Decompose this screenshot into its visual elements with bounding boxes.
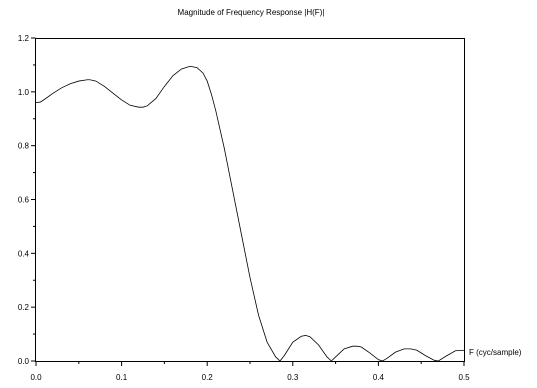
- y-tick-label: 0.6: [18, 196, 30, 205]
- x-tick-label: 0.0: [30, 373, 42, 382]
- y-tick-label: 0.8: [18, 142, 30, 151]
- x-tick-label: 0.1: [116, 373, 128, 382]
- y-axis: 0.0 0.2 0.4 0.6 0.8 1.0 1.2: [18, 34, 36, 366]
- x-axis: 0.0 0.1 0.2 0.3 0.4 0.5: [30, 361, 470, 382]
- chart-title: Magnitude of Frequency Response |H(F)|: [178, 8, 325, 17]
- y-tick-label: 1.2: [18, 34, 30, 43]
- x-tick-label: 0.3: [287, 373, 299, 382]
- plot-frame: [35, 38, 465, 362]
- x-tick-label: 0.5: [458, 373, 470, 382]
- series-line: [35, 65, 465, 362]
- x-axis-label: F (cyc/sample): [469, 348, 522, 357]
- y-tick-label: 1.0: [18, 88, 30, 97]
- y-tick-label: 0.0: [18, 357, 30, 366]
- y-tick-label: 0.2: [18, 303, 30, 312]
- y-tick-label: 0.4: [18, 249, 30, 258]
- x-tick-label: 0.2: [202, 373, 214, 382]
- x-tick-label: 0.4: [373, 373, 385, 382]
